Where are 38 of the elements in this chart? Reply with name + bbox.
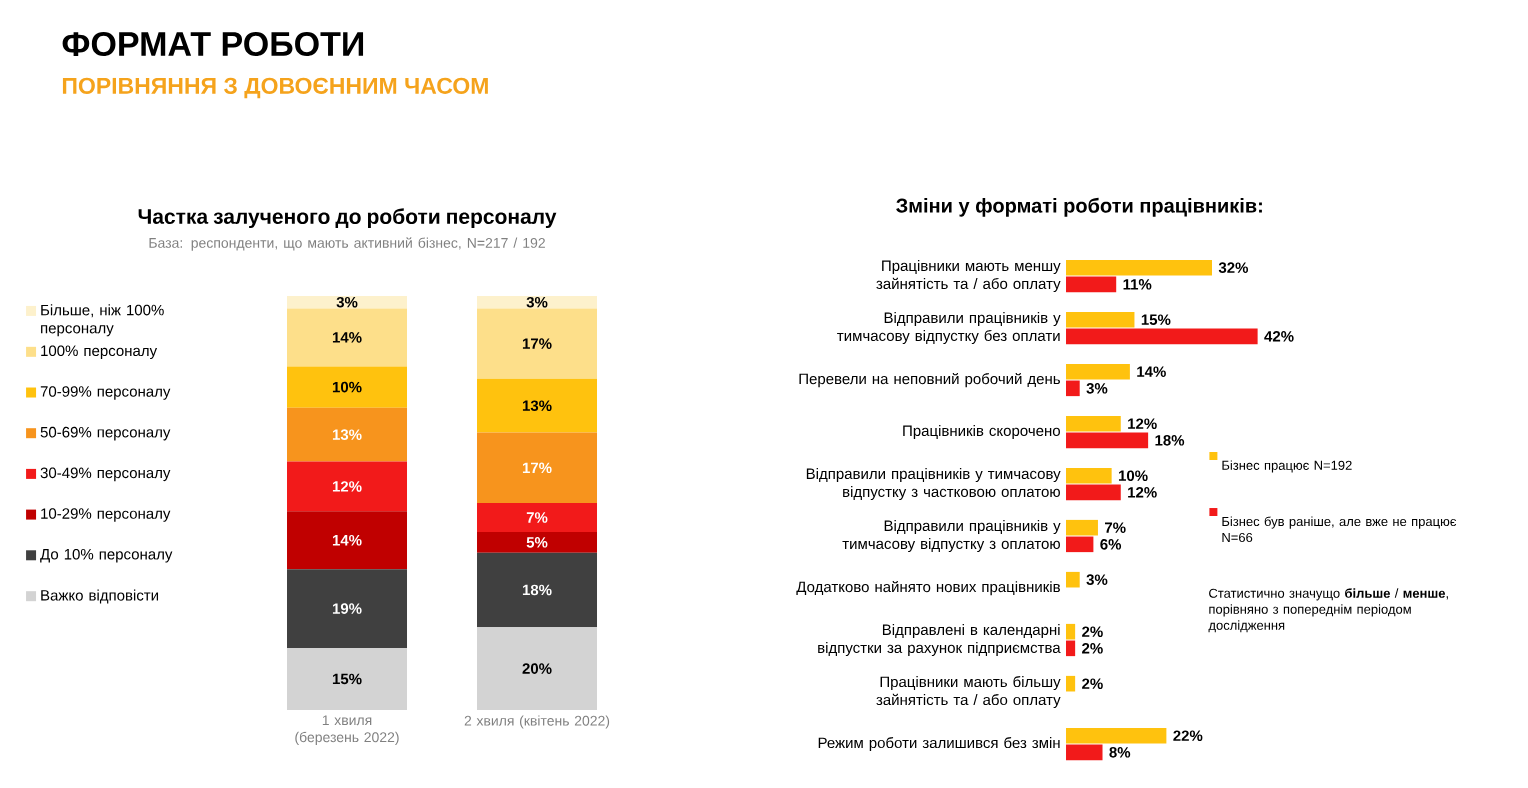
bar <box>1066 328 1258 345</box>
bar <box>287 461 408 512</box>
text: ФОРМАТ РОБОТИ <box>62 31 364 57</box>
bar <box>1066 744 1103 761</box>
bar <box>477 552 598 628</box>
bar <box>1066 276 1117 293</box>
bar <box>1066 571 1080 588</box>
bar <box>1066 467 1112 484</box>
text: ПОРІВНЯННЯ З ДОВОЄННИМ ЧАСОМ <box>62 77 488 99</box>
bar <box>1066 380 1080 397</box>
bar <box>1066 519 1098 536</box>
bar <box>1066 675 1076 692</box>
bar <box>1066 640 1076 657</box>
bar <box>287 366 408 408</box>
bar <box>287 308 408 367</box>
bar <box>477 627 598 710</box>
bar <box>1066 311 1135 328</box>
bar <box>477 531 598 553</box>
bar <box>1066 536 1094 553</box>
bar <box>477 295 598 309</box>
bar <box>1066 727 1167 744</box>
bar <box>1066 484 1121 501</box>
bar <box>287 511 408 570</box>
bar <box>477 308 598 379</box>
bar <box>477 378 598 433</box>
bar <box>477 432 598 503</box>
bar <box>287 647 408 710</box>
chart-title: Частка залученого до роботи персоналу <box>138 208 557 229</box>
bar <box>287 569 408 648</box>
chart-title: Зміни у форматі роботи працівників: <box>896 197 1262 217</box>
bar <box>1066 432 1149 449</box>
bar <box>1066 623 1076 640</box>
bar <box>1066 259 1213 276</box>
bar <box>1066 363 1130 380</box>
bar <box>287 295 408 309</box>
bar <box>1066 415 1121 432</box>
bar <box>477 503 598 532</box>
bar <box>287 407 408 462</box>
